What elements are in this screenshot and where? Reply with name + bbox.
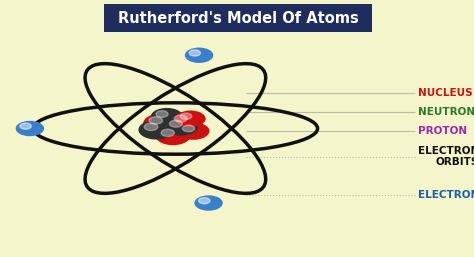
Circle shape <box>185 48 213 63</box>
Circle shape <box>175 111 206 127</box>
Circle shape <box>180 113 192 120</box>
Circle shape <box>182 125 195 132</box>
Circle shape <box>155 126 191 145</box>
Circle shape <box>143 114 179 133</box>
Circle shape <box>170 120 182 127</box>
Circle shape <box>138 120 174 140</box>
Circle shape <box>169 112 203 131</box>
Text: ELECTRONS: ELECTRONS <box>418 190 474 200</box>
FancyBboxPatch shape <box>93 4 383 32</box>
Circle shape <box>20 123 31 129</box>
Circle shape <box>156 111 168 117</box>
Circle shape <box>149 117 163 124</box>
Circle shape <box>199 198 210 204</box>
Circle shape <box>177 122 210 140</box>
Circle shape <box>161 129 174 136</box>
Text: ELECTRON
ORBITS: ELECTRON ORBITS <box>418 146 474 167</box>
Circle shape <box>164 117 198 136</box>
Text: Rutherford's Model Of Atoms: Rutherford's Model Of Atoms <box>118 11 358 26</box>
Circle shape <box>144 123 158 131</box>
Circle shape <box>174 115 187 122</box>
Circle shape <box>194 195 223 211</box>
Circle shape <box>151 108 183 125</box>
Text: NUCLEUS: NUCLEUS <box>418 88 473 97</box>
Circle shape <box>189 50 201 56</box>
Text: PROTON: PROTON <box>418 126 467 136</box>
Text: NEUTRON: NEUTRON <box>418 107 474 117</box>
Circle shape <box>16 121 44 136</box>
